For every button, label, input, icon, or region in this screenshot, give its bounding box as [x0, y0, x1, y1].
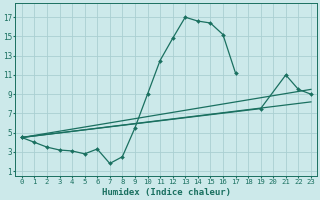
- X-axis label: Humidex (Indice chaleur): Humidex (Indice chaleur): [102, 188, 231, 197]
